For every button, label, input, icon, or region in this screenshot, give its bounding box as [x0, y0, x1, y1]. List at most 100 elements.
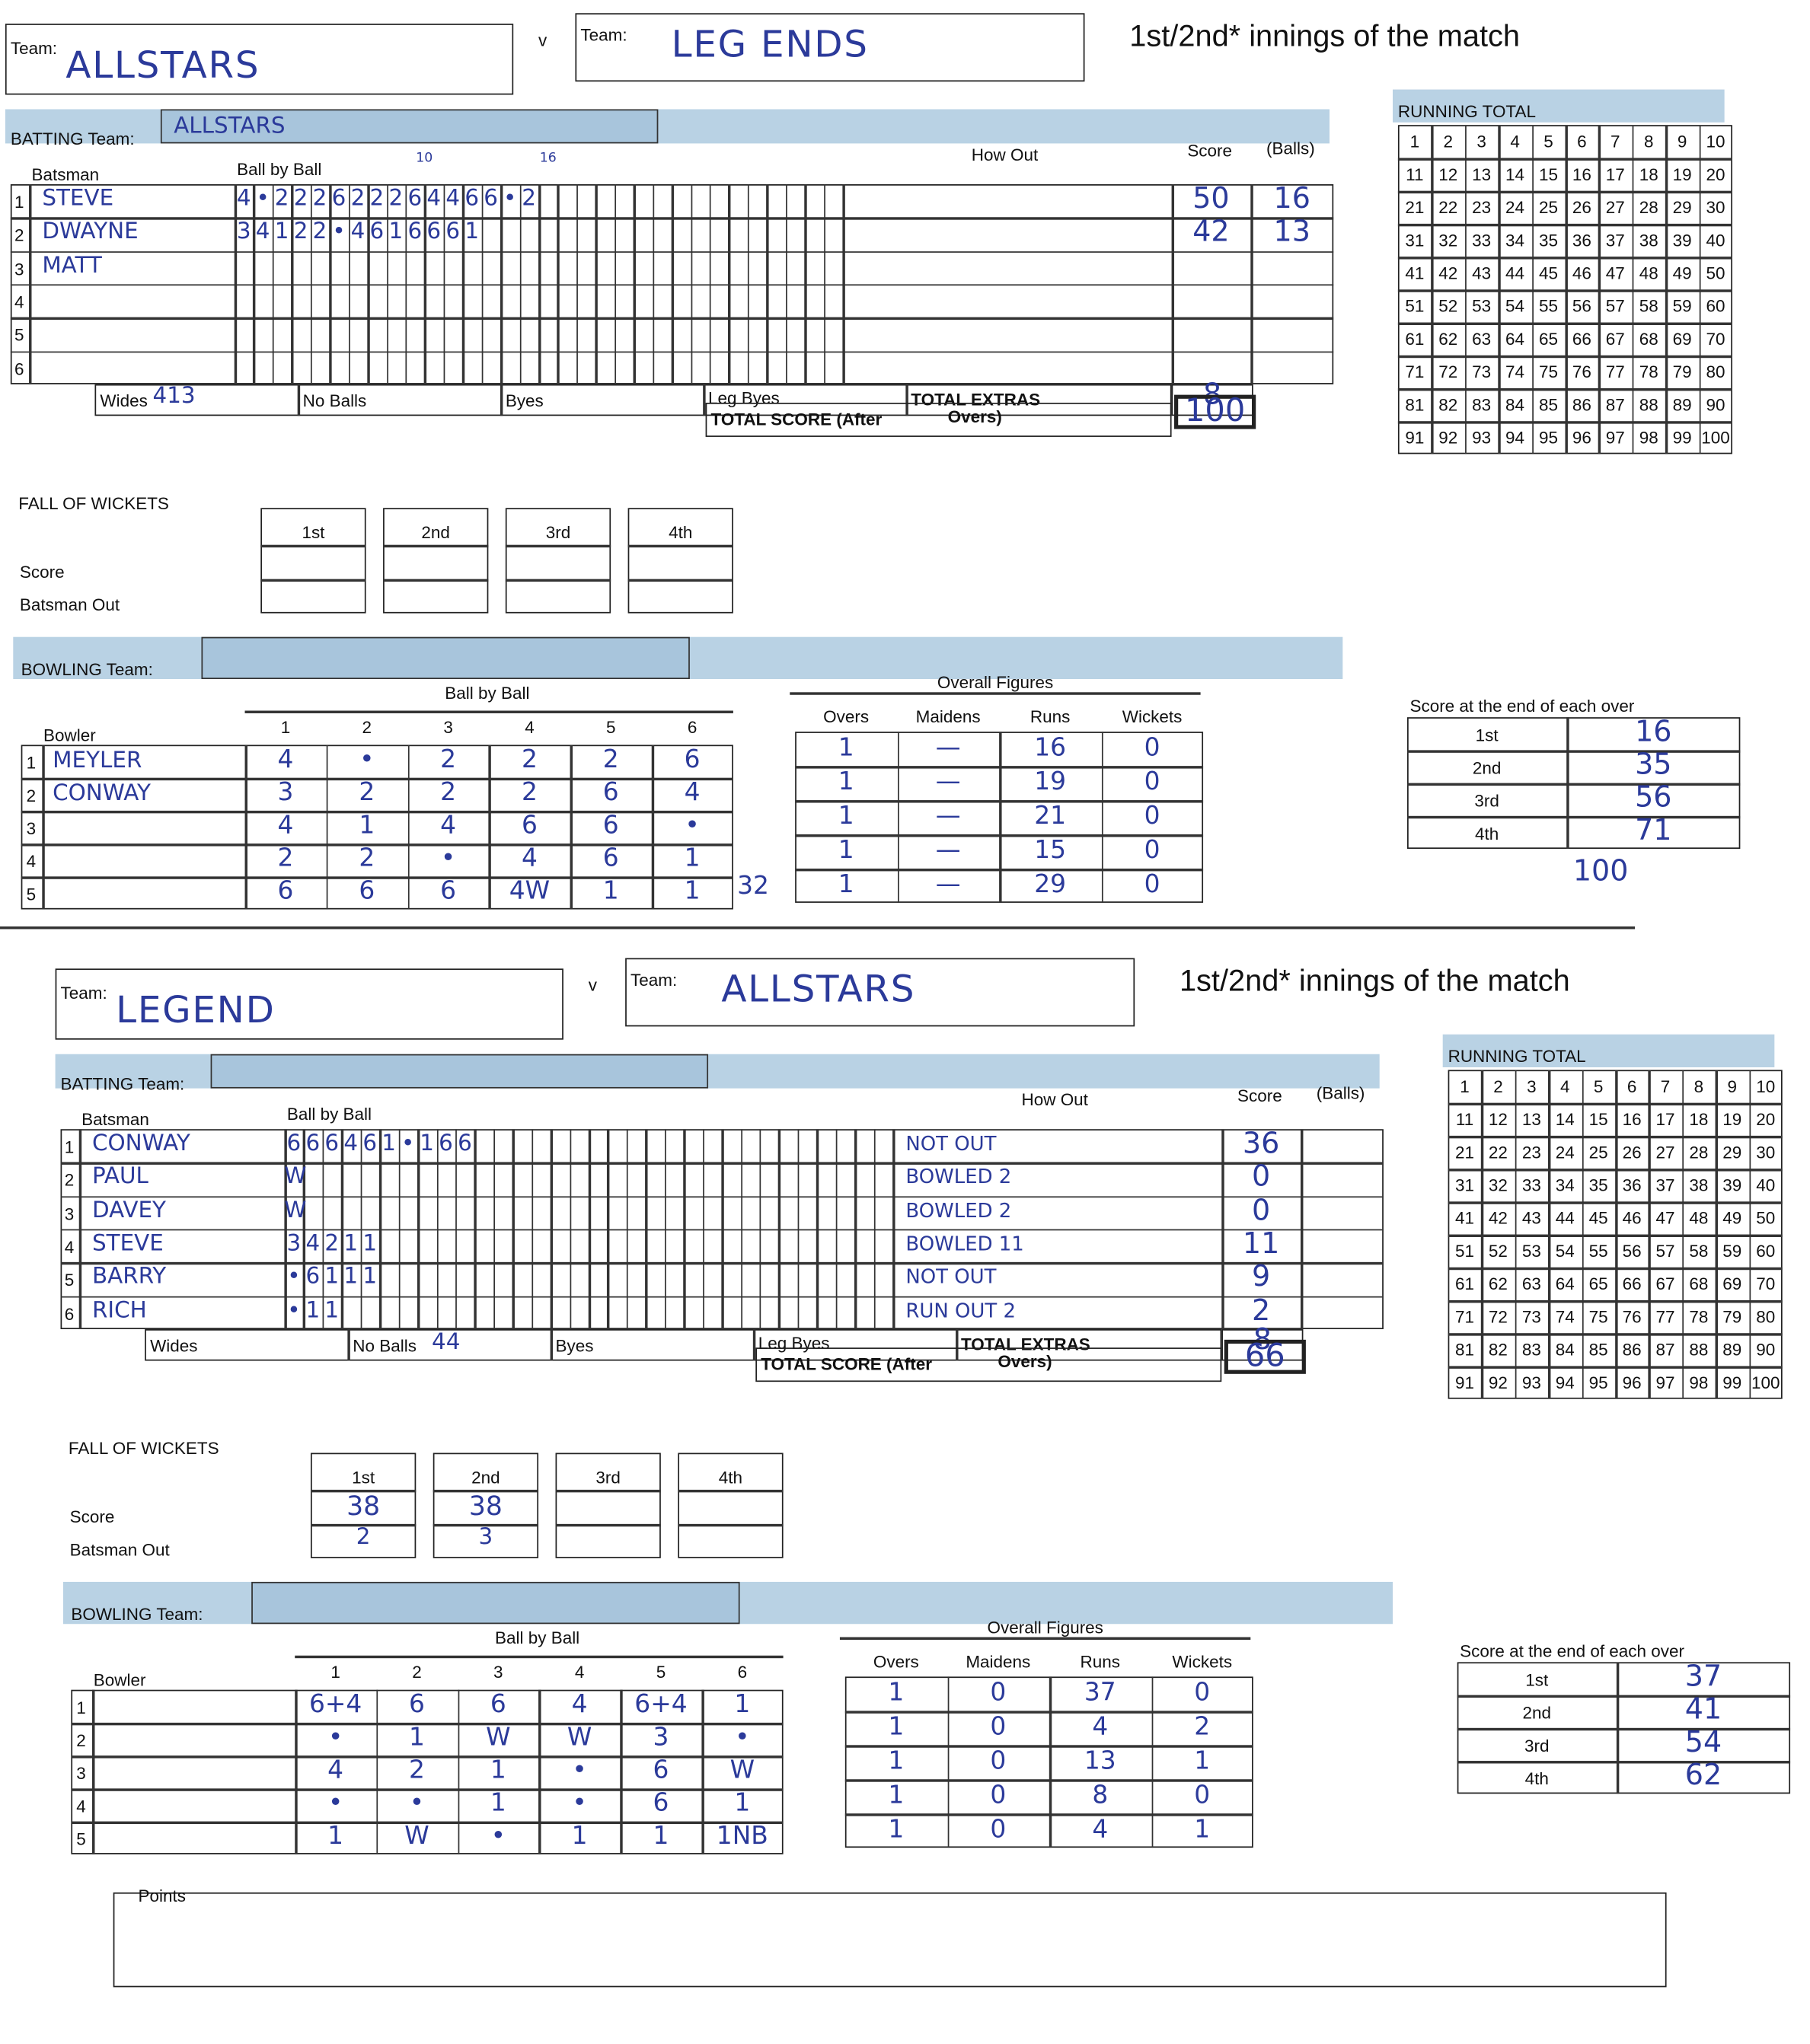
rule — [1049, 1676, 1052, 1848]
rule — [379, 1129, 381, 1329]
figure-header: Wickets — [1172, 1651, 1233, 1672]
running-number: 57 — [1655, 1241, 1675, 1261]
rule — [678, 1523, 784, 1526]
batsman-name: RICH — [92, 1296, 147, 1324]
running-number: 9 — [1727, 1076, 1738, 1097]
team-label: Team: — [60, 983, 107, 1003]
running-number: 37 — [1655, 1175, 1675, 1195]
running-number: 71 — [1455, 1306, 1475, 1327]
fow-header: 3rd — [545, 522, 571, 543]
running-number: 6 — [1626, 1076, 1637, 1097]
running-number: 76 — [1572, 362, 1591, 382]
ball-number: 5 — [656, 1662, 666, 1682]
figure: 0 — [990, 1814, 1007, 1844]
running-number: 69 — [1672, 329, 1692, 349]
row-number: 3 — [76, 1763, 86, 1784]
extras-label: Leg Byes — [758, 1332, 830, 1353]
team-label: Team: — [630, 970, 678, 990]
rule — [1566, 717, 1569, 850]
ball: 6 — [362, 1130, 378, 1157]
rule — [797, 1129, 800, 1329]
over-scores-label: Score at the end of each over — [1460, 1641, 1685, 1661]
running-number: 82 — [1488, 1339, 1508, 1360]
fow-header: 3rd — [595, 1467, 621, 1488]
figure-header: Runs — [1029, 706, 1071, 727]
team-name: ALLSTARS — [65, 43, 260, 88]
running-number: 46 — [1572, 263, 1591, 283]
rule — [873, 1129, 876, 1329]
rule — [1397, 289, 1733, 292]
figure: 16 — [1034, 732, 1067, 762]
figure: — — [935, 835, 961, 865]
rule — [360, 1129, 362, 1329]
rule — [614, 184, 617, 384]
running-number: 75 — [1588, 1306, 1608, 1327]
running-number: 77 — [1655, 1306, 1675, 1327]
running-number: 54 — [1505, 295, 1525, 316]
running-number: 58 — [1689, 1241, 1709, 1261]
running-number: 64 — [1505, 329, 1525, 349]
ball: W — [404, 1821, 429, 1851]
ball: 6 — [409, 1689, 425, 1719]
running-number: 16 — [1622, 1109, 1642, 1130]
rule — [1397, 421, 1733, 423]
running-number: 60 — [1706, 295, 1725, 316]
ball: 6 — [445, 218, 461, 246]
running-number: 8 — [1693, 1076, 1704, 1097]
running-number: 51 — [1455, 1241, 1475, 1261]
rule — [701, 1689, 704, 1854]
rule — [295, 1655, 784, 1658]
figure: 13 — [1084, 1746, 1116, 1776]
rule — [505, 544, 611, 547]
running-number: 98 — [1689, 1373, 1709, 1392]
figure: 1 — [838, 869, 854, 899]
figure-header: Wickets — [1122, 706, 1183, 727]
fow-box — [627, 508, 733, 614]
rule — [1448, 1299, 1783, 1303]
rule — [1448, 1267, 1783, 1270]
ball: 6 — [440, 876, 457, 906]
extras-value: 44 — [432, 1328, 461, 1356]
fow-box — [678, 1452, 784, 1558]
score: 0 — [1252, 1161, 1271, 1194]
rule — [702, 1129, 705, 1329]
ball: 1 — [734, 1689, 751, 1719]
ball: 6 — [359, 876, 375, 906]
col-header: Batsman — [81, 1109, 149, 1130]
rule — [671, 184, 674, 384]
rule — [21, 777, 733, 780]
running-number: 25 — [1588, 1142, 1608, 1162]
fow-header: 1st — [352, 1467, 375, 1488]
rule — [1699, 125, 1701, 454]
running-label: RUNNING TOTAL — [1448, 1046, 1586, 1067]
team-box — [5, 24, 514, 95]
figure: 1 — [1194, 1814, 1211, 1844]
col-header: Ball by Ball — [286, 1104, 372, 1124]
running-number: 68 — [1689, 1274, 1709, 1294]
running-number: 90 — [1756, 1339, 1776, 1360]
running-number: 24 — [1505, 197, 1525, 218]
ball: 2 — [312, 218, 327, 246]
running-number: 73 — [1521, 1306, 1541, 1327]
running-number: 79 — [1672, 362, 1692, 382]
overs-label: Overs) — [947, 406, 1002, 426]
running-number: 21 — [1405, 197, 1425, 218]
running-number: 96 — [1622, 1373, 1642, 1392]
running-number: 49 — [1722, 1207, 1742, 1228]
running-number: 8 — [1643, 131, 1654, 151]
running-number: 59 — [1672, 295, 1692, 316]
innings-label: 1st/2nd* innings of the match — [1129, 18, 1521, 53]
rule — [462, 184, 464, 384]
rule — [303, 1129, 305, 1329]
running-number: 65 — [1588, 1274, 1608, 1294]
rule — [21, 810, 733, 813]
over-label: 3rd — [1524, 1736, 1550, 1756]
running-number: 11 — [1406, 164, 1424, 185]
running-number: 93 — [1472, 427, 1492, 448]
ball: 2 — [293, 218, 308, 246]
col-header: Overall Figures — [987, 1617, 1103, 1637]
running-number: 52 — [1488, 1241, 1508, 1261]
ball: • — [503, 185, 517, 212]
rule — [839, 1637, 1251, 1640]
running-number: 55 — [1538, 295, 1558, 316]
